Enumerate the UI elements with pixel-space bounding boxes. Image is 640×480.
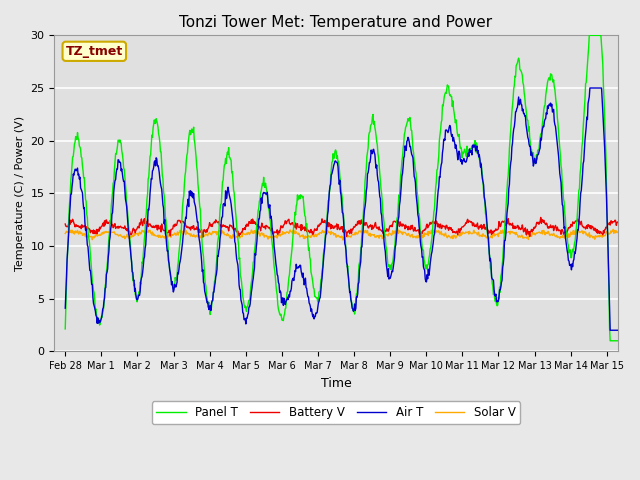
Air T [205,307,213,312]
Air T [454,151,462,157]
Panel T [205,300,213,305]
Title: Tonzi Tower Met: Temperature and Power: Tonzi Tower Met: Temperature and Power [179,15,493,30]
Panel T [538,125,546,131]
Battery V [61,221,69,227]
Battery V [455,226,463,232]
Panel T [298,193,305,199]
Solar V [479,234,486,240]
Battery V [199,234,207,240]
Panel T [477,160,485,166]
Solar V [339,237,347,243]
Battery V [206,220,214,226]
Text: TZ_tmet: TZ_tmet [66,45,123,58]
Battery V [298,222,305,228]
Solar V [61,230,69,236]
Solar V [206,229,214,235]
Air T [586,85,594,91]
Battery V [122,225,129,231]
Solar V [122,234,129,240]
Air T [122,196,129,202]
Panel T [606,338,614,344]
Air T [298,268,305,274]
Line: Air T: Air T [65,88,618,330]
Battery V [537,215,545,220]
X-axis label: Time: Time [321,377,351,390]
Solar V [181,225,189,231]
Solar V [298,232,305,238]
Line: Battery V: Battery V [65,217,618,237]
Air T [61,305,69,311]
Solar V [540,228,547,233]
Y-axis label: Temperature (C) / Power (V): Temperature (C) / Power (V) [15,116,25,271]
Panel T [61,326,69,332]
Air T [614,327,621,333]
Air T [477,161,485,167]
Panel T [454,133,462,139]
Battery V [540,219,547,225]
Line: Panel T: Panel T [65,36,618,341]
Panel T [122,181,129,187]
Panel T [614,338,621,344]
Panel T [586,33,593,38]
Air T [606,327,614,333]
Solar V [456,233,463,239]
Battery V [614,219,621,225]
Line: Solar V: Solar V [65,228,618,240]
Battery V [478,226,486,232]
Air T [538,130,546,135]
Legend: Panel T, Battery V, Air T, Solar V: Panel T, Battery V, Air T, Solar V [152,401,520,424]
Solar V [614,229,621,235]
